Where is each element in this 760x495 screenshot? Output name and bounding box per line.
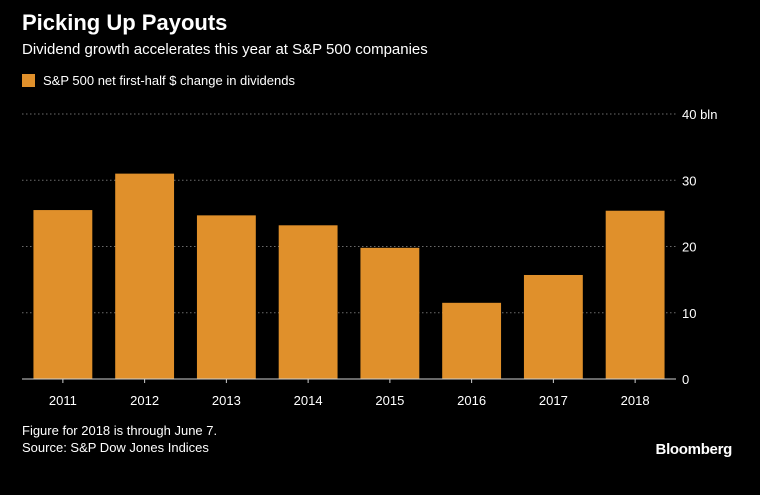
bar-2013 <box>196 215 256 379</box>
x-tick-label: 2016 <box>457 393 486 408</box>
footnote: Figure for 2018 is through June 7. Sourc… <box>22 422 217 456</box>
x-tick-label: 2015 <box>375 393 404 408</box>
x-axis-ticks: 2011 2012 2013 2014 2015 2016 2017 2018 <box>49 379 650 408</box>
bar-2016 <box>442 302 502 379</box>
footnote-note: Figure for 2018 is through June 7. <box>22 423 218 438</box>
y-tick-label: 20 <box>682 240 696 255</box>
footnote-source: Source: S&P Dow Jones Indices <box>22 440 209 455</box>
bar-2017 <box>523 274 583 379</box>
x-tick-label: 2017 <box>539 393 568 408</box>
bar-2011 <box>33 210 93 379</box>
y-tick-label: 40 bln <box>682 107 717 122</box>
bloomberg-logo: Bloomberg <box>655 441 733 458</box>
y-axis-ticks: 0 10 20 30 40 bln <box>682 107 717 387</box>
x-tick-label: 2011 <box>49 393 77 408</box>
bar-2015 <box>360 247 420 379</box>
x-tick-label: 2018 <box>621 393 650 408</box>
legend: S&P 500 net first-half $ change in divid… <box>22 73 295 88</box>
y-tick-label: 0 <box>682 372 689 387</box>
y-tick-label: 30 <box>682 173 696 188</box>
x-tick-label: 2013 <box>212 393 241 408</box>
bar-2018 <box>605 210 665 379</box>
bars <box>33 173 665 379</box>
legend-swatch <box>22 74 35 87</box>
chart-subtitle: Dividend growth accelerates this year at… <box>22 41 428 58</box>
x-tick-label: 2014 <box>294 393 323 408</box>
y-tick-label: 10 <box>682 306 696 321</box>
legend-label: S&P 500 net first-half $ change in divid… <box>43 73 295 88</box>
bar-2014 <box>278 225 338 379</box>
chart-title: Picking Up Payouts <box>22 10 228 35</box>
bar-2012 <box>115 173 175 379</box>
x-tick-label: 2012 <box>130 393 159 408</box>
